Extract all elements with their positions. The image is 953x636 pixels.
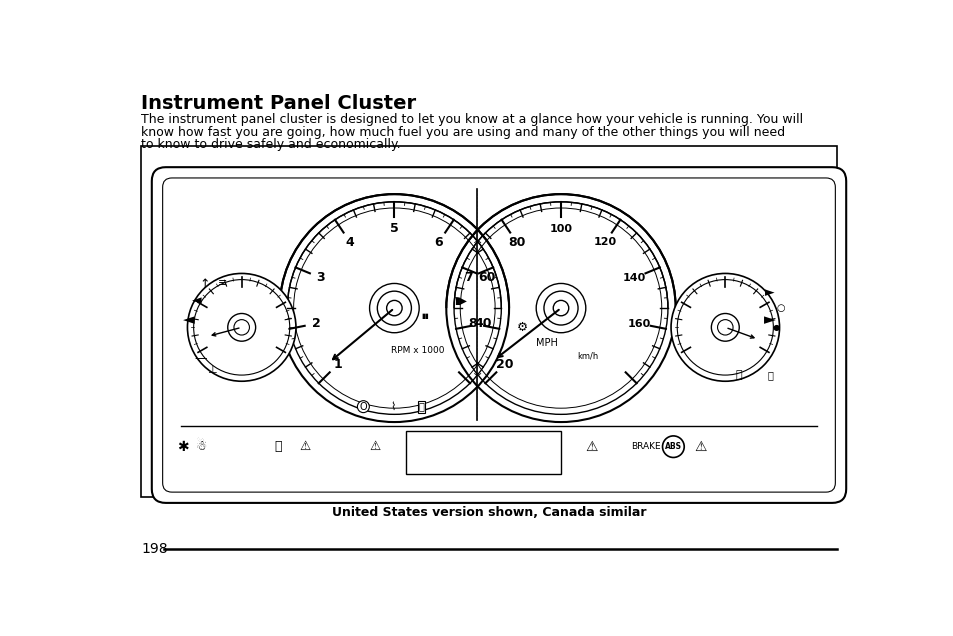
Circle shape	[369, 284, 418, 333]
Text: RPM x 1000: RPM x 1000	[391, 346, 444, 355]
Text: 7: 7	[463, 271, 472, 284]
Circle shape	[677, 280, 773, 375]
Text: ⚠: ⚠	[694, 439, 706, 453]
Circle shape	[717, 320, 732, 335]
Text: 1: 1	[334, 357, 342, 371]
Circle shape	[543, 291, 578, 325]
Circle shape	[377, 291, 411, 325]
Text: 8: 8	[468, 317, 476, 330]
Text: ⚙: ⚙	[517, 321, 527, 334]
Text: 60: 60	[478, 271, 496, 284]
Text: know how fast you are going, how much fuel you are using and many of the other t: know how fast you are going, how much fu…	[141, 125, 784, 139]
Text: ☃: ☃	[195, 440, 207, 453]
Text: ⊥: ⊥	[207, 364, 217, 375]
Text: 20: 20	[496, 357, 513, 371]
Text: ◄: ◄	[183, 312, 194, 327]
Text: km/h: km/h	[577, 351, 598, 361]
Text: 80: 80	[507, 236, 525, 249]
Text: O: O	[359, 402, 367, 411]
Text: to know to drive safely and economically.: to know to drive safely and economically…	[141, 138, 400, 151]
Text: 140: 140	[622, 273, 646, 283]
FancyBboxPatch shape	[152, 167, 845, 503]
Text: ⎕: ⎕	[418, 402, 424, 411]
Circle shape	[228, 314, 255, 341]
Text: ○: ○	[776, 303, 784, 313]
Text: ⚿: ⚿	[274, 440, 281, 453]
Bar	[141, 146, 836, 497]
Text: 40: 40	[474, 317, 491, 330]
Text: ⚠: ⚠	[369, 440, 380, 453]
Circle shape	[386, 300, 402, 316]
Circle shape	[711, 314, 739, 341]
Circle shape	[193, 280, 290, 375]
Text: ▮▮: ▮▮	[421, 313, 429, 319]
Text: ►: ►	[763, 312, 776, 327]
Text: 3: 3	[316, 271, 325, 284]
Text: ⛽: ⛽	[735, 370, 741, 380]
Circle shape	[233, 320, 249, 335]
Text: 100: 100	[549, 224, 572, 234]
Text: ↑: ↑	[199, 279, 210, 291]
Text: 2: 2	[312, 317, 320, 330]
Text: 4: 4	[345, 236, 354, 249]
Text: ►: ►	[764, 286, 774, 299]
Text: ⌕: ⌕	[766, 370, 772, 380]
Text: 160: 160	[627, 319, 650, 329]
Text: ⚠: ⚠	[585, 439, 598, 453]
Text: MPH: MPH	[536, 338, 558, 348]
Text: Instrument Panel Cluster: Instrument Panel Cluster	[141, 94, 416, 113]
Text: BRAKE: BRAKE	[631, 442, 660, 451]
Text: ✱: ✱	[177, 439, 189, 453]
Text: 5: 5	[390, 222, 398, 235]
Text: 6: 6	[434, 236, 442, 249]
Text: ▮▶: ▮▶	[454, 295, 466, 305]
Text: The instrument panel cluster is designed to let you know at a glance how your ve: The instrument panel cluster is designed…	[141, 113, 802, 127]
Circle shape	[187, 273, 295, 381]
Text: 120: 120	[593, 237, 617, 247]
Text: ≡: ≡	[217, 278, 227, 287]
Circle shape	[536, 284, 585, 333]
Bar	[406, 431, 560, 474]
Text: ⌇: ⌇	[390, 402, 395, 411]
Circle shape	[553, 300, 568, 316]
Text: 198: 198	[141, 542, 168, 556]
Text: ⚠: ⚠	[299, 440, 311, 453]
Circle shape	[670, 273, 779, 381]
Text: ABS: ABS	[664, 442, 681, 451]
Text: ◄: ◄	[192, 294, 201, 307]
Text: —: —	[194, 352, 207, 364]
Text: ●: ●	[772, 323, 780, 332]
Circle shape	[661, 436, 683, 457]
Text: United States version shown, Canada similar: United States version shown, Canada simi…	[332, 506, 645, 519]
